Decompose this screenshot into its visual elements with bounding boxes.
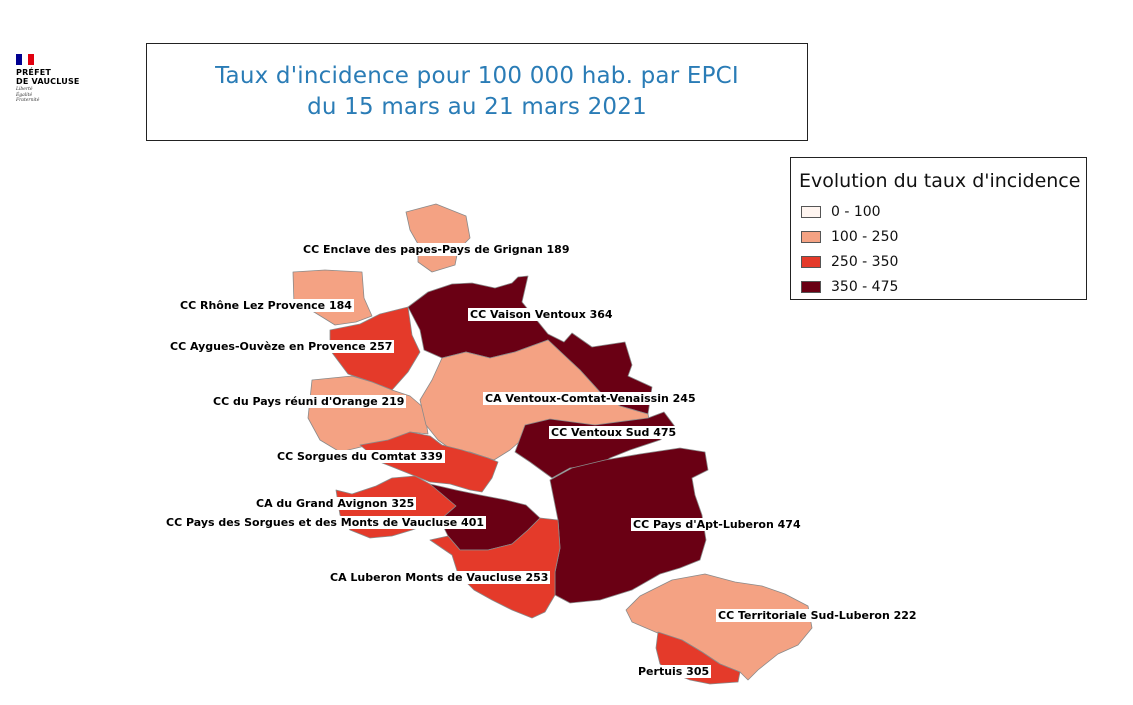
legend-item-0-100: 0 - 100 <box>801 204 881 220</box>
region-label-enclave: CC Enclave des papes-Pays de Grignan 189 <box>301 243 572 256</box>
region-label-aygues-ouveze: CC Aygues-Ouvèze en Provence 257 <box>168 340 395 353</box>
legend-swatch <box>801 206 821 218</box>
logo-motto: Liberté Égalité Fraternité <box>16 87 106 104</box>
legend-swatch <box>801 281 821 293</box>
region-label-pertuis: Pertuis 305 <box>636 665 712 678</box>
region-enclave <box>405 203 471 273</box>
motto-fraternite: Fraternité <box>16 98 40 103</box>
region-label-cove: CA Ventoux-Comtat-Venaissin 245 <box>483 392 698 405</box>
logo-line-2: DE VAUCLUSE <box>16 77 80 86</box>
legend-box: Evolution du taux d'incidence 0 - 100 10… <box>790 157 1087 300</box>
region-sud-luberon <box>625 573 813 681</box>
legend-swatch <box>801 256 821 268</box>
region-label-vaison: CC Vaison Ventoux 364 <box>468 308 615 321</box>
motto-liberte: Liberté <box>16 87 33 92</box>
legend-item-350-475: 350 - 475 <box>801 279 898 295</box>
region-lmv <box>429 517 561 619</box>
logo-line-1: PRÉFET <box>16 68 52 77</box>
motto-egalite: Égalité <box>16 92 33 98</box>
region-label-apt: CC Pays d'Apt-Luberon 474 <box>631 518 803 531</box>
map-title-line-2: du 15 mars au 21 mars 2021 <box>307 94 647 120</box>
region-rhone-lez <box>292 269 373 326</box>
map-title-box: Taux d'incidence pour 100 000 hab. par E… <box>146 43 808 141</box>
flag-stripe-red <box>28 54 34 65</box>
french-flag-icon <box>16 54 34 65</box>
region-label-sud-luberon: CC Territoriale Sud-Luberon 222 <box>716 609 919 622</box>
legend-label: 100 - 250 <box>831 229 899 245</box>
region-label-rhone-lez: CC Rhône Lez Provence 184 <box>178 299 354 312</box>
legend-label: 0 - 100 <box>831 204 881 220</box>
region-label-sorgues: CC Sorgues du Comtat 339 <box>275 450 445 463</box>
prefecture-logo: PRÉFET DE VAUCLUSE Liberté Égalité Frate… <box>16 54 106 104</box>
legend-label: 250 - 350 <box>831 254 899 270</box>
legend-swatch <box>801 231 821 243</box>
legend-title: Evolution du taux d'incidence <box>799 170 1081 192</box>
region-label-ventoux-sud: CC Ventoux Sud 475 <box>549 426 679 439</box>
region-label-orange: CC du Pays réuni d'Orange 219 <box>211 395 407 408</box>
region-label-lmv: CA Luberon Monts de Vaucluse 253 <box>328 571 551 584</box>
flag-stripe-white <box>22 54 28 65</box>
legend-label: 350 - 475 <box>831 279 899 295</box>
legend-item-250-350: 250 - 350 <box>801 254 898 270</box>
region-label-avignon: CA du Grand Avignon 325 <box>254 497 417 510</box>
flag-stripe-blue <box>16 54 22 65</box>
map-title-line-1: Taux d'incidence pour 100 000 hab. par E… <box>215 63 739 89</box>
region-label-pays-sorgues: CC Pays des Sorgues et des Monts de Vauc… <box>164 516 487 529</box>
legend-item-100-250: 100 - 250 <box>801 229 898 245</box>
